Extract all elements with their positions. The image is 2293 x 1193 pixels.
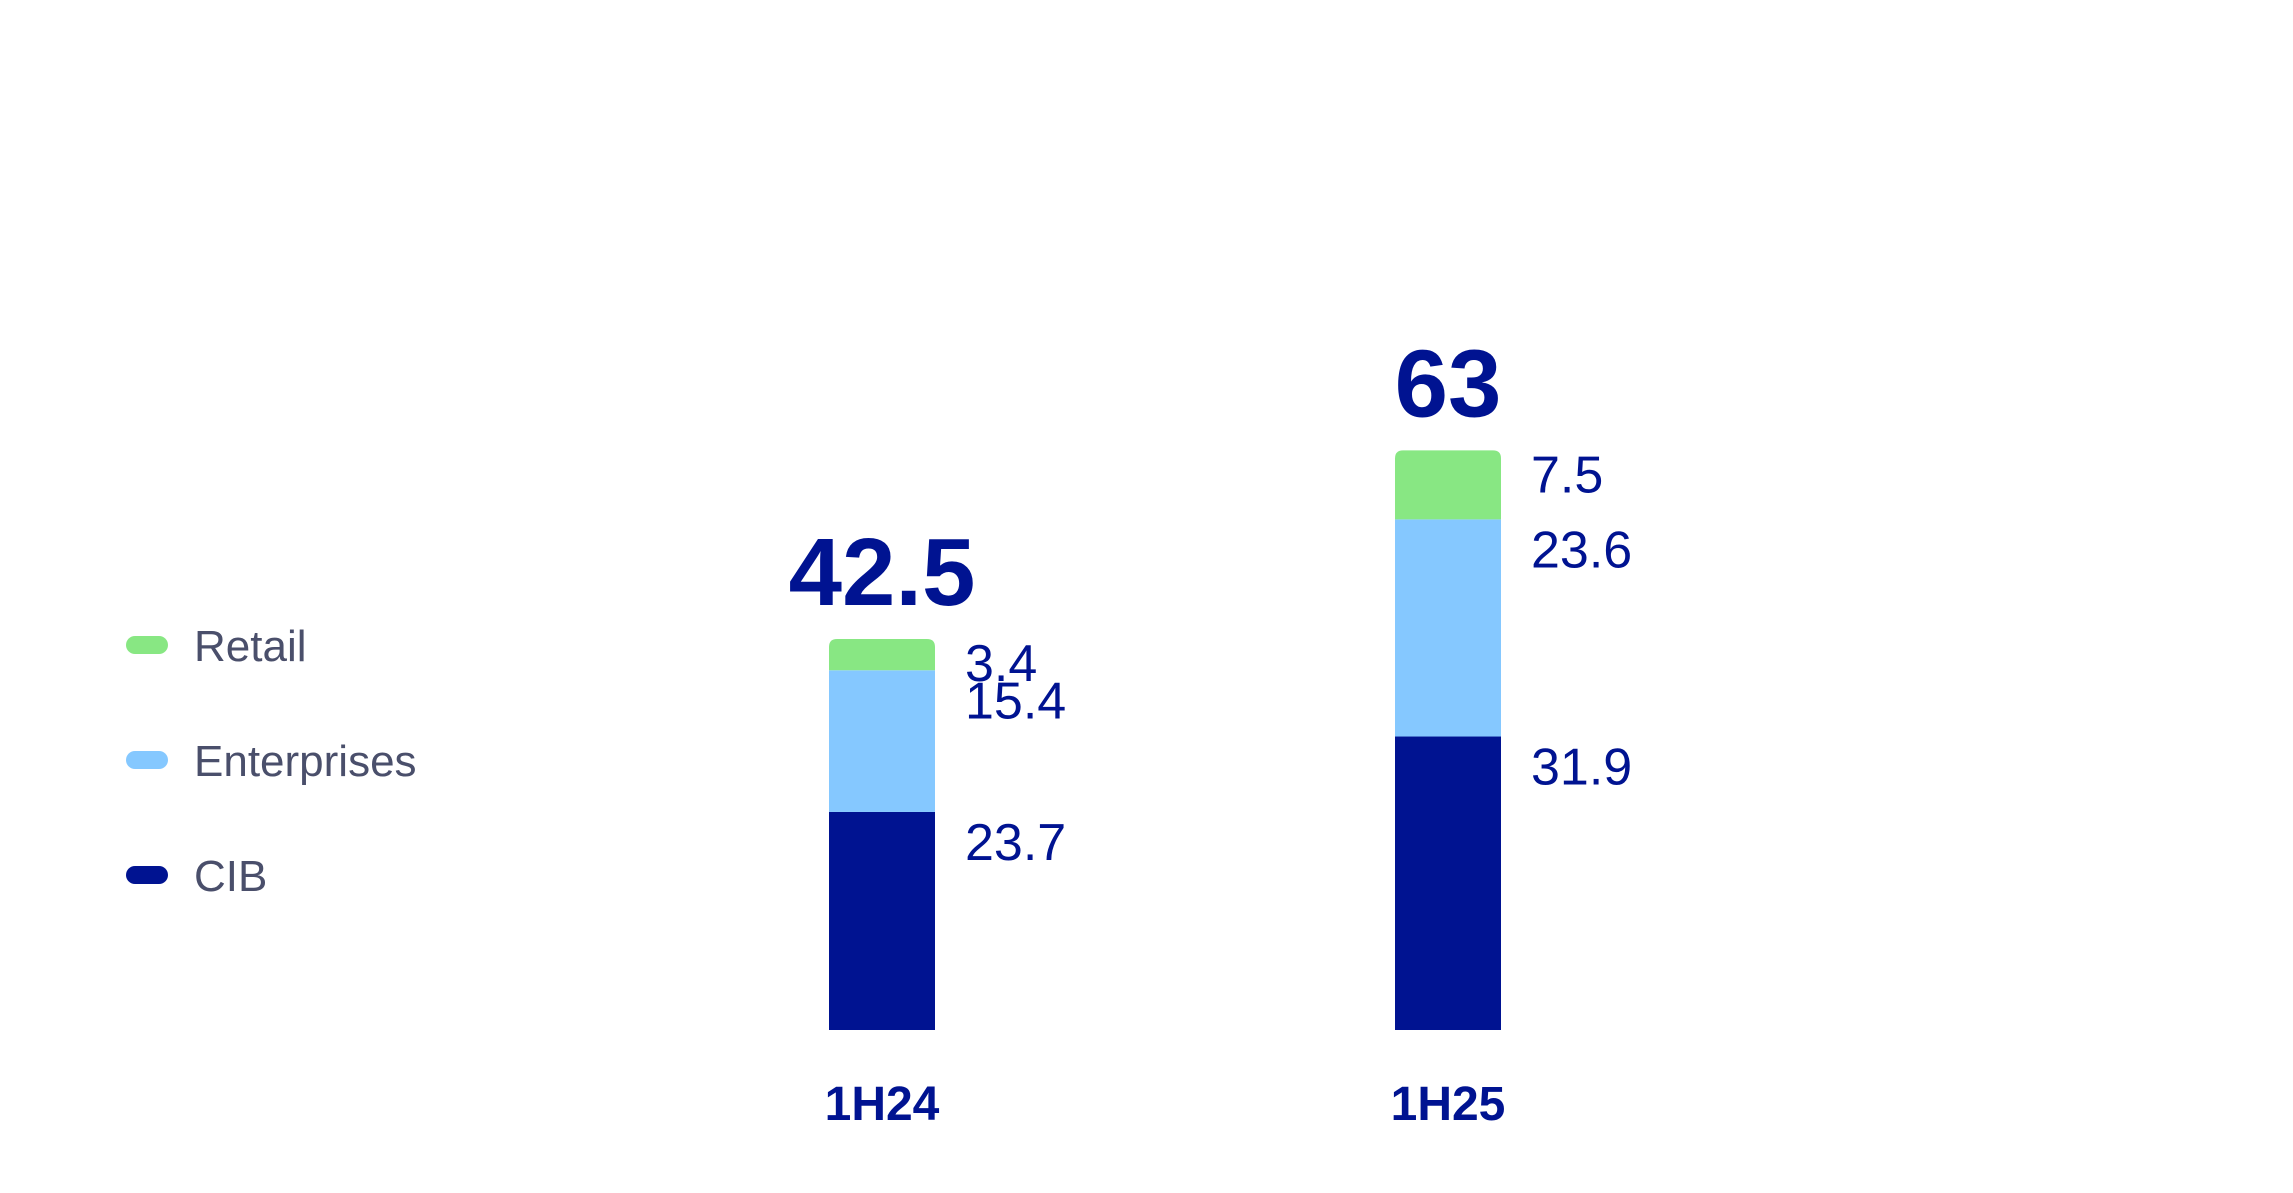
bar-segment-enterprises-1h25 [1395,519,1501,737]
segment-value-label: 7.5 [1531,446,1603,504]
x-axis: 1H24 1H25 [825,1078,1506,1131]
x-tick-label: 1H25 [1391,1078,1506,1131]
bar-segment-cib-1h24 [829,811,935,1030]
total-value-label: 42.5 [789,519,976,626]
total-value-label: 63 [1395,330,1502,437]
bar-segment-retail-1h24 [829,639,935,671]
segment-value-label: 3.4 [965,635,1037,693]
bar-segment-enterprises-1h24 [829,670,935,812]
bar-segment-retail-1h25 [1395,450,1501,520]
legend-swatch [126,866,168,884]
legend: Retail Enterprises CIB [126,622,417,901]
legend-label: Retail [194,622,307,671]
legend-swatch [126,636,168,654]
legend-item-retail: Retail [126,622,307,671]
data-labels: 23.7 15.43.4 42.5 31.9 23.6 7.5 63 [789,330,1633,872]
segment-value-label: 15.4 [965,672,1066,730]
legend-label: Enterprises [194,737,417,786]
legend-item-enterprises: Enterprises [126,737,417,786]
legend-label: CIB [194,852,267,901]
segment-value-label: 23.6 [1531,521,1632,579]
segment-value-label: 23.7 [965,814,1066,872]
x-tick-label: 1H24 [825,1078,940,1131]
legend-swatch [126,751,168,769]
bars [829,450,1501,1030]
bar-segment-cib-1h25 [1395,736,1501,1030]
legend-item-cib: CIB [126,852,267,901]
segment-value-label: 31.9 [1531,739,1632,797]
